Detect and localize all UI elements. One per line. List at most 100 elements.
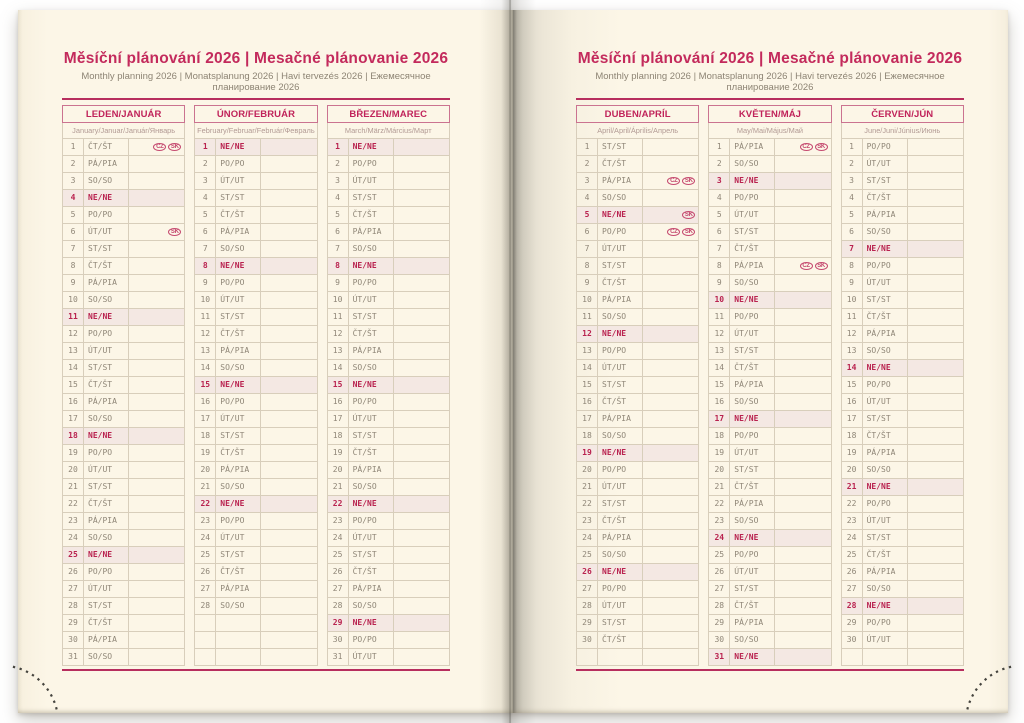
day-name-cell: PÁ/PIA: [730, 496, 776, 512]
notes-cell: [643, 632, 698, 648]
day-number-cell: 14: [842, 360, 863, 376]
notes-cell: [261, 224, 316, 240]
notes-cell: [775, 394, 830, 410]
day-name-cell: ČT/ŠT: [598, 394, 643, 410]
month-table: ÚNOR/FEBRUÁR February/Februar/Február/Фев…: [194, 105, 318, 666]
day-number-cell: 21: [842, 479, 863, 495]
day-row: 27 PÁ/PIA: [327, 581, 449, 598]
day-number-cell: 27: [195, 581, 217, 597]
day-row: 31 ÚT/UT: [327, 649, 449, 666]
notes-cell: [643, 547, 698, 563]
day-name-cell: ÚT/UT: [863, 513, 908, 529]
day-name-cell: ÚT/UT: [863, 394, 908, 410]
day-name-cell: PO/PO: [598, 343, 643, 359]
day-number-cell: 24: [842, 530, 863, 546]
notes-cell: [775, 598, 830, 614]
notes-cell: [775, 411, 830, 427]
day-row: 1 ST/ST: [577, 139, 699, 156]
day-row: 13 PÁ/PIA: [195, 343, 317, 360]
notes-cell: [643, 428, 698, 444]
month-header: KVĚTEN/MÁJ: [708, 105, 832, 123]
page-subtitle: Monthly planning 2026 | Monatsplanung 20…: [595, 71, 945, 93]
day-row: 7 SO/SO: [195, 241, 317, 258]
day-name-cell: ČT/ŠT: [730, 360, 776, 376]
day-row: 31 NE/NE: [709, 649, 831, 666]
notes-cell: [394, 207, 449, 223]
notes-cell: [908, 241, 963, 257]
notes-cell: [775, 156, 830, 172]
notes-cell: [643, 496, 698, 512]
day-number-cell: 15: [577, 377, 598, 393]
day-name-cell: ST/ST: [730, 343, 776, 359]
day-name-cell: SO/SO: [84, 649, 129, 665]
day-row: 24 ST/ST: [841, 530, 963, 547]
day-name-cell: PÁ/PIA: [216, 224, 262, 240]
day-number-cell: 18: [577, 428, 598, 444]
notes-cell: [261, 632, 316, 648]
day-number-cell: 12: [328, 326, 349, 342]
notes-cell: [908, 258, 963, 274]
day-row: 17 ÚT/UT: [327, 411, 449, 428]
day-row: 27 PO/PO: [577, 581, 699, 598]
day-name-cell: NE/NE: [598, 207, 643, 223]
notes-cell: [394, 309, 449, 325]
notes-cell: [261, 547, 316, 563]
notes-cell: [261, 581, 316, 597]
day-number-cell: 27: [709, 581, 731, 597]
day-name-cell: PO/PO: [216, 156, 262, 172]
day-row: 30 ČT/ŠT: [577, 632, 699, 649]
day-name-cell: SO/SO: [216, 360, 262, 376]
day-row: 15 ST/ST: [577, 377, 699, 394]
notes-cell: [775, 207, 830, 223]
month-table: DUBEN/APRÍL April/April/Április/Апрель 1 ST…: [576, 105, 700, 666]
day-row: 5 PO/PO: [63, 207, 185, 224]
day-name-cell: PÁ/PIA: [863, 564, 908, 580]
day-number-cell: 28: [709, 598, 731, 614]
day-row: 10 PÁ/PIA: [577, 292, 699, 309]
notes-cell: [908, 632, 963, 648]
day-name-cell: NE/NE: [863, 241, 908, 257]
notes-cell: [775, 190, 830, 206]
day-number-cell: 26: [63, 564, 84, 580]
day-number-cell: 17: [709, 411, 731, 427]
day-row: 11 ST/ST: [195, 309, 317, 326]
day-row: 28 SO/SO: [327, 598, 449, 615]
day-row: 26 ČT/ŠT: [327, 564, 449, 581]
notes-cell: [261, 479, 316, 495]
notes-cell: [129, 496, 184, 512]
notes-cell: [261, 411, 316, 427]
day-name-cell: PO/PO: [84, 445, 129, 461]
day-row: 2 ÚT/UT: [841, 156, 963, 173]
day-name-cell: ÚT/UT: [216, 530, 262, 546]
day-name-cell: NE/NE: [863, 479, 908, 495]
day-number-cell: 6: [709, 224, 731, 240]
day-row: 21 SO/SO: [195, 479, 317, 496]
holiday-badge-cz: CZ: [667, 228, 681, 236]
day-row: 6 ST/ST: [709, 224, 831, 241]
day-row: 17 PÁ/PIA: [577, 411, 699, 428]
day-row: 16 ČT/ŠT: [577, 394, 699, 411]
day-number-cell: 10: [709, 292, 731, 308]
holiday-badge-sk: SK: [814, 143, 828, 151]
day-name-cell: PO/PO: [863, 258, 908, 274]
day-name-cell: [598, 649, 643, 665]
notes-cell: [129, 207, 184, 223]
day-number-cell: 13: [328, 343, 349, 359]
day-row: 6 PÁ/PIA: [327, 224, 449, 241]
day-row: 25 ST/ST: [327, 547, 449, 564]
notes-cell: [261, 530, 316, 546]
notes-cell: [394, 224, 449, 240]
day-name-cell: ČT/ŠT: [730, 479, 776, 495]
day-row: 14 NE/NE: [841, 360, 963, 377]
day-name-cell: PO/PO: [349, 156, 394, 172]
day-row: 22 NE/NE: [195, 496, 317, 513]
day-row: 20 SO/SO: [841, 462, 963, 479]
day-row: 29 NE/NE: [327, 615, 449, 632]
day-row: 3 ÚT/UT: [195, 173, 317, 190]
empty-row: [577, 649, 699, 666]
day-name-cell: NE/NE: [349, 258, 394, 274]
day-row: 24 NE/NE: [709, 530, 831, 547]
day-row: 1 PO/PO: [841, 139, 963, 156]
notes-cell: [643, 615, 698, 631]
day-name-cell: ÚT/UT: [84, 581, 129, 597]
